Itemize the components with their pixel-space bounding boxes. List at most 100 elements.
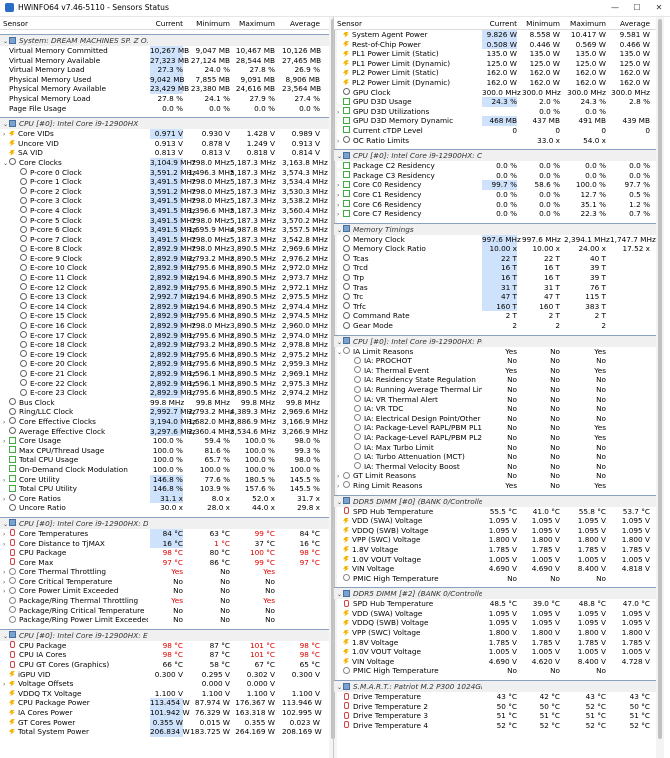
sensor-row[interactable]: IA: Package-Level RAPL/PBM PL1 No No Yes — [334, 423, 656, 433]
sensor-row[interactable]: › GT Limit Reasons No No No — [334, 471, 656, 481]
sensor-row[interactable]: E-core 17 Clock 2,892.9 MHz 1,795.6 MHz 3,8… — [0, 330, 329, 341]
sensor-row[interactable]: PL2 Power Limit (Dynamic) 162.0 W 162.0 W 1… — [334, 78, 656, 88]
sensor-row[interactable]: Total CPU Utility 146.8 % 103.9 % 157.6 % 14… — [0, 484, 329, 494]
sensor-group-header[interactable]: ⌄ CPU [#0]: Intel Core i9-12900HX: C-S... — [334, 149, 656, 162]
sensor-row[interactable]: Physical Memory Available 23,429 MB 23,380… — [0, 84, 329, 94]
sensor-row[interactable]: PMIC High Temperature No No No — [334, 666, 656, 676]
sensor-row[interactable]: VIN Voltage 4.690 V 4.690 V 8.400 V 4.818 V — [334, 564, 656, 574]
sensor-row[interactable]: › Voltage Offsets 0.000 V 0.000 V — [0, 679, 329, 689]
sensor-row[interactable]: › Core C7 Residency 0.0 % 0.0 % 22.3 % 0.7 % — [334, 209, 656, 219]
collapse-icon[interactable]: ⌄ — [337, 338, 343, 346]
sensor-row[interactable]: 1.8V Voltage 1.785 V 1.785 V 1.785 V 1.785 V — [334, 638, 656, 648]
sensor-row[interactable]: Package/Ring Critical Temperature No No No — [0, 606, 329, 616]
expand-icon[interactable]: › — [3, 540, 6, 548]
sensor-row[interactable]: PL1 Power Limit (Static) 135.0 W 135.0 W 13… — [334, 49, 656, 59]
sensor-row[interactable]: Trc 47 T 47 T 115 T — [334, 292, 656, 302]
sensor-row[interactable]: Tcas 22 T 22 T 40 T — [334, 253, 656, 264]
sensor-row[interactable]: VDDQ TX Voltage 1.100 V 1.100 V 1.100 V 1.10… — [0, 689, 329, 699]
sensor-row[interactable]: System Agent Power 9.826 W 8.558 W 10.417 W… — [334, 30, 656, 40]
expand-icon[interactable]: › — [3, 569, 6, 577]
expand-icon[interactable]: › — [3, 530, 6, 538]
column-sensor[interactable]: Sensor — [3, 19, 29, 28]
expand-icon[interactable]: › — [337, 201, 340, 209]
sensor-row[interactable]: Package/Ring Thermal Throttling Yes No Yes — [0, 596, 329, 606]
sensor-row[interactable]: On-Demand Clock Modulation 100.0 % 100.0 %… — [0, 465, 329, 475]
sensor-row[interactable]: Physical Memory Load 27.8 % 24.1 % 27.9 % 27… — [0, 94, 329, 104]
expand-icon[interactable]: › — [337, 473, 340, 481]
sensor-row[interactable]: IA: Electrical Design Point/Other (I... N… — [334, 414, 656, 424]
expand-icon[interactable]: › — [337, 211, 340, 219]
sensor-row[interactable]: E-core 13 Clock 2,992.7 MHz 2,194.6 MHz 3,8… — [0, 292, 329, 302]
sensor-row[interactable]: › Core Effective Clocks 3,194.0 MHz 1,682.0… — [0, 416, 329, 427]
expand-icon[interactable]: › — [3, 438, 6, 446]
sensor-row[interactable]: P-core 6 Clock 3,491.5 MHz 1,695.9 MHz 4,98… — [0, 225, 329, 235]
sensor-row[interactable]: SPD Hub Temperature 48.5 °C 39.0 °C 48.8 °C… — [334, 599, 656, 609]
sensor-row[interactable]: IA: Thermal Event Yes No Yes — [334, 366, 656, 376]
sensor-group-header[interactable]: ⌄ CPU [#0]: Intel Core i9-12900HX: Perf..… — [334, 334, 656, 347]
expand-icon[interactable]: › — [3, 495, 6, 503]
sensor-group-header[interactable]: ⌄ System: DREAM MACHINES SP. Z O.O... — [0, 34, 329, 46]
expand-icon[interactable]: › — [337, 482, 340, 490]
expand-icon[interactable]: › — [3, 588, 6, 596]
sensor-row[interactable]: Physical Memory Used 9,042 MB 7,855 MB 9,09… — [0, 74, 329, 85]
sensor-row[interactable]: P-core 0 Clock 3,591.2 MHz 1,496.3 MHz 5,18… — [0, 167, 329, 178]
sensor-row[interactable]: IA: VR Thermal Alert No No No — [334, 395, 656, 405]
collapse-icon[interactable]: ⌄ — [337, 226, 343, 234]
sensor-row[interactable]: CPU GT Cores (Graphics) 66 °C 58 °C 67 °C 65… — [0, 660, 329, 670]
sensor-row[interactable]: VPP (SWC) Voltage 1.800 V 1.800 V 1.800 V 1.… — [334, 535, 656, 545]
sensor-group-header[interactable]: ⌄ Memory Timings — [334, 222, 656, 235]
sensor-row[interactable]: Package C3 Residency 0.0 % 0.0 % 0.0 % 0.0 % — [334, 171, 656, 181]
sensor-row[interactable]: Drive Temperature 3 51 °C 51 °C 51 °C 51 °C — [334, 711, 656, 721]
sensor-row[interactable]: VDDQ (SWB) Voltage 1.095 V 1.095 V 1.095 V 1… — [334, 618, 656, 628]
sensor-row[interactable]: Bus Clock 99.8 MHz 99.8 MHz 99.8 MHz 99.8 MH… — [0, 398, 329, 408]
sensor-row[interactable]: › Core C1 Residency 0.0 % 0.0 % 12.7 % 0.5 % — [334, 190, 656, 200]
sensor-row[interactable]: › Core Temperatures 84 °C 63 °C 99 °C 84 °C — [0, 528, 329, 539]
expand-icon[interactable]: › — [337, 108, 340, 116]
sensor-row[interactable]: SPD Hub Temperature 55.5 °C 41.0 °C 55.8 °C… — [334, 507, 656, 517]
sensor-row[interactable]: PMIC High Temperature No No No — [334, 574, 656, 584]
column-sensor[interactable]: Sensor — [337, 19, 363, 28]
sensor-row[interactable]: IA Cores Power 101.942 W 76.329 W 163.318 W… — [0, 708, 329, 718]
sensor-row[interactable]: Package C2 Residency 0.0 % 0.0 % 0.0 % 0.0 % — [334, 161, 656, 171]
sensor-row[interactable]: 1.0V VOUT Voltage 1.005 V 1.005 V 1.005 V 1.… — [334, 647, 656, 657]
sensor-row[interactable]: › Core Usage 100.0 % 59.4 % 100.0 % 98.0 % — [0, 436, 329, 446]
maximize-button[interactable]: ☐ — [633, 3, 641, 12]
sensor-row[interactable]: › Core Ratios 31.1 x 8.0 x 52.0 x 31.7 x — [0, 493, 329, 504]
sensor-row[interactable]: ⌄ Core Clocks 3,104.9 MHz 798.0 MHz 5,187.3 … — [0, 157, 329, 168]
sensor-row[interactable]: Core Max 97 °C 86 °C 99 °C 97 °C — [0, 558, 329, 568]
sensor-row[interactable]: E-core 16 Clock 2,892.9 MHz 798.0 MHz 3,890… — [0, 321, 329, 331]
sensor-row[interactable]: E-core 20 Clock 2,892.9 MHz 1,795.6 MHz 3,8… — [0, 359, 329, 369]
sensor-row[interactable]: Package/Ring Power Limit Exceeded No No No — [0, 615, 329, 625]
sensor-row[interactable]: Memory Clock 997.6 MHz 997.6 MHz 2,394.1 MH… — [334, 234, 656, 245]
column-current[interactable]: Current — [489, 19, 517, 28]
sensor-row[interactable]: IA: Thermal Velocity Boost No No No — [334, 462, 656, 472]
sensor-group-header[interactable]: ⌄ DDR5 DIMM [#2] (BANK 0/Controller1-... — [334, 587, 656, 600]
sensor-row[interactable]: › Core VIDs 0.971 V 0.930 V 1.428 V 0.989 V — [0, 129, 329, 139]
sensor-row[interactable]: ⌄ IA Limit Reasons Yes No Yes — [334, 347, 656, 357]
sensor-row[interactable]: GPU D3D Memory Dynamic 468 MB 437 MB 491 MB… — [334, 116, 656, 126]
sensor-row[interactable]: Trfc 160 T 160 T 383 T — [334, 301, 656, 312]
sensor-row[interactable]: 1.0V VOUT Voltage 1.005 V 1.005 V 1.005 V 1.… — [334, 555, 656, 565]
column-average[interactable]: Average — [290, 19, 320, 28]
expand-icon[interactable]: ⌄ — [337, 348, 343, 356]
column-current[interactable]: Current — [155, 19, 183, 28]
collapse-icon[interactable]: ⌄ — [337, 153, 343, 161]
expand-icon[interactable]: › — [3, 681, 6, 689]
sensor-row[interactable]: E-core 21 Clock 2,892.9 MHz 1,596.1 MHz 3,8… — [0, 369, 329, 379]
sensor-row[interactable]: Command Rate 2 T 2 T 2 T — [334, 311, 656, 321]
collapse-icon[interactable]: ⌄ — [3, 520, 9, 528]
sensor-row[interactable]: › Core Distance to TjMAX 16 °C 1 °C 37 °C 16 … — [0, 538, 329, 549]
sensor-row[interactable]: › Core C6 Residency 0.0 % 0.0 % 35.1 % 1.2 % — [334, 200, 656, 210]
sensor-row[interactable]: Rest-of-Chip Power 0.508 W 0.446 W 0.569 W 0… — [334, 39, 656, 50]
sensor-row[interactable]: Memory Clock Ratio 10.00 x 10.00 x 24.00 x 1… — [334, 244, 656, 254]
sensor-row[interactable]: › Ring Limit Reasons Yes No Yes — [334, 481, 656, 491]
sensor-row[interactable]: Tras 31 T 31 T 76 T — [334, 282, 656, 293]
sensor-row[interactable]: IA: PROCHOT No No No — [334, 356, 656, 366]
right-scroll-thumb[interactable] — [658, 19, 662, 739]
sensor-row[interactable]: PL1 Power Limit (Dynamic) 125.0 W 125.0 W 1… — [334, 59, 656, 69]
sensor-row[interactable]: › OC Ratio Limits 33.0 x 54.0 x — [334, 136, 656, 146]
sensor-row[interactable]: Page File Usage 0.0 % 0.0 % 0.0 % 0.0 % — [0, 104, 329, 114]
sensor-row[interactable]: E-core 8 Clock 2,892.9 MHz 798.0 MHz 3,890.… — [0, 244, 329, 254]
sensor-row[interactable]: Trcd 16 T 16 T 39 T — [334, 263, 656, 274]
sensor-row[interactable]: Drive Temperature 43 °C 42 °C 43 °C 43 °C — [334, 692, 656, 702]
